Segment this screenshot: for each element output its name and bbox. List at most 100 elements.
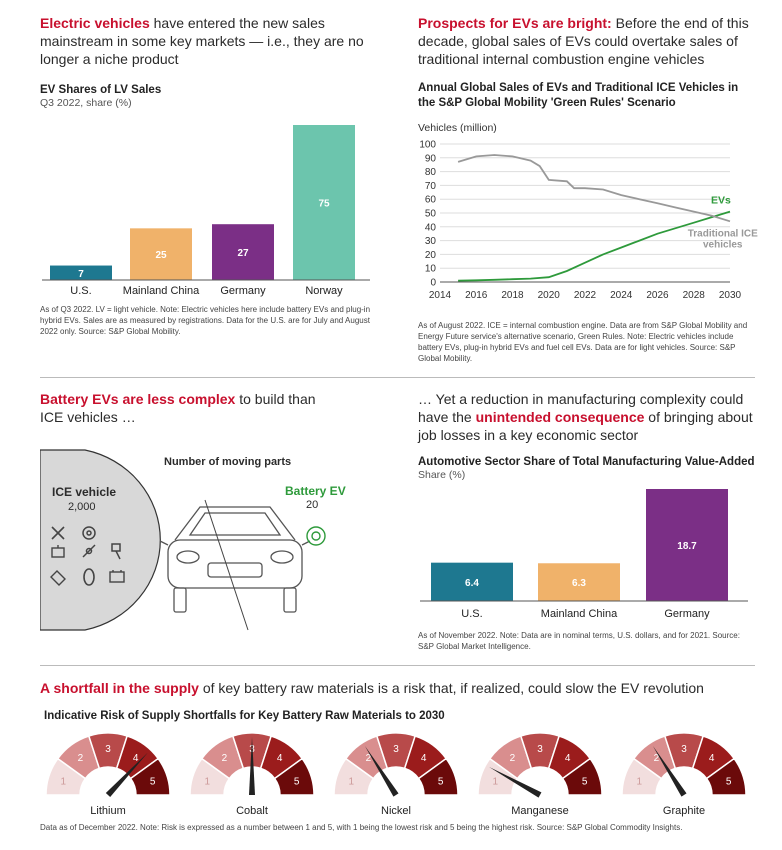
turbo-icon — [82, 526, 96, 540]
gauge-needle — [364, 746, 399, 797]
note-ev-shares: As of Q3 2022. LV = light vehicle. Note:… — [40, 305, 371, 336]
gauge-needle — [105, 752, 148, 798]
gauge-segment — [561, 757, 603, 796]
gauge-label: Manganese — [511, 805, 569, 817]
gauge-scale-label: 4 — [709, 753, 715, 764]
y-tick-label: 20 — [425, 250, 437, 261]
bar — [431, 562, 513, 601]
note-global-sales: As of August 2022. ICE = internal combus… — [418, 321, 748, 363]
bar — [538, 563, 620, 601]
bar-value-label: 75 — [318, 199, 330, 210]
y-tick-label: 60 — [425, 195, 437, 206]
x-tick-label: 2016 — [465, 290, 488, 301]
ev-shares-bar-chart: 7 U.S. 25 Mainland China 27 Germany 75 Norway — [42, 125, 370, 297]
bar — [130, 228, 192, 280]
chart-title-global-sales: Annual Global Sales of EVs and Tradition… — [418, 82, 739, 109]
note-manufacturing: As of November 2022. Note: Data are in n… — [418, 631, 740, 651]
bar-value-label: 25 — [155, 250, 167, 261]
bar-value-label: 7 — [78, 269, 84, 280]
x-tick-label: 2026 — [646, 290, 669, 301]
y-tick-label: 10 — [425, 264, 437, 275]
global-sales-line-chart: Vehicles (million)0102030405060708090100… — [418, 122, 758, 301]
gauge-scale-label: 3 — [537, 744, 543, 755]
gauge-segment — [273, 757, 315, 796]
headline-job-losses: … Yet a reduction in manufacturing compl… — [418, 390, 763, 444]
headline-text: to build than ICE vehicles … — [40, 391, 316, 425]
headline-text: of bringing about job losses in a key ec… — [418, 409, 753, 443]
gauge-scale-label: 1 — [205, 776, 211, 787]
gauge-label: Cobalt — [236, 805, 268, 817]
headline-battery-complexity: Battery EVs are less complex to build th… — [40, 390, 320, 426]
bar-value-label: 6.4 — [465, 578, 479, 589]
gauge-scale-label: 4 — [277, 753, 283, 764]
supply-risk-gauges: 1 2 3 4 5 Lithium 1 2 3 4 5 Cobalt 1 2 3 4 5 Nickel 1 2 3 4 5 M… — [45, 732, 747, 817]
gauge-scale-label: 3 — [393, 744, 399, 755]
y-tick-label: 90 — [425, 153, 437, 164]
x-tick-label: 2014 — [429, 290, 452, 301]
category-label: Germany — [664, 608, 710, 620]
bar — [646, 489, 728, 601]
gauge-label: Graphite — [663, 805, 705, 817]
gauge-scale-label: 1 — [637, 776, 643, 787]
y-tick-label: 40 — [425, 222, 437, 233]
headline-supply-shortfall: A shortfall in the supply of key battery… — [40, 679, 760, 697]
x-tick-label: 2024 — [610, 290, 633, 301]
ice-vehicle-value: 2,000 — [68, 501, 96, 513]
ice-sales-line — [457, 154, 731, 223]
car-split-line — [204, 499, 249, 631]
car-front-icon — [159, 506, 311, 613]
gauge-scale-label: 2 — [222, 753, 228, 764]
legend-label-ice-line2: vehicles — [703, 240, 743, 251]
bar-value-label: 27 — [237, 248, 249, 259]
manufacturing-bar-chart: 6.4 U.S. 6.3 Mainland China 18.7 Germany — [420, 489, 748, 620]
gauge-scale-label: 4 — [565, 753, 571, 764]
gauge-scale-label: 3 — [105, 744, 111, 755]
piston-icon — [111, 543, 121, 560]
ice-vehicle-label: ICE vehicle — [52, 485, 117, 499]
chart-subtitle-ev-shares: Q3 2022, share (%) — [40, 97, 132, 109]
x-tick-label: 2028 — [683, 290, 706, 301]
gauge-segment — [705, 757, 747, 796]
gauge-scale-label: 5 — [582, 776, 588, 787]
category-label: Mainland China — [123, 285, 200, 297]
x-tick-label: 2030 — [719, 290, 742, 301]
headline-ev-mainstream: Electric vehicles have entered the new s… — [40, 14, 380, 68]
y-tick-label: 100 — [419, 140, 436, 151]
gauge-label: Nickel — [381, 805, 411, 817]
category-label: Mainland China — [541, 608, 618, 620]
spark-plug-icon — [82, 544, 96, 558]
oil-can-icon — [50, 570, 66, 586]
category-label: Norway — [305, 285, 343, 297]
gauge-segment — [417, 757, 459, 796]
headline-text: Before the end of this decade, global sa… — [418, 15, 749, 67]
headline-text: of key battery raw materials is a risk t… — [198, 680, 704, 696]
ev-sales-line — [458, 210, 731, 282]
y-tick-label: 30 — [425, 236, 437, 247]
x-tick-label: 2018 — [501, 290, 524, 301]
engine-icon — [51, 545, 65, 558]
y-tick-label: 0 — [430, 278, 436, 289]
gauge-scale-label: 5 — [150, 776, 156, 787]
gauge-scale-label: 1 — [493, 776, 499, 787]
headline-text-pre: … Yet a reduction in manufacturing compl… — [418, 391, 744, 425]
chart-subtitle-manufacturing: Share (%) — [418, 469, 466, 481]
category-label: Germany — [220, 285, 266, 297]
chart-title-ev-shares: EV Shares of LV Sales — [40, 84, 162, 96]
gauge-segment — [129, 757, 171, 796]
battery-icon — [109, 570, 125, 583]
divider — [40, 377, 755, 378]
gauge-scale-label: 1 — [61, 776, 67, 787]
gauge-scale-label: 2 — [654, 753, 660, 764]
parts-title: Number of moving parts — [164, 456, 292, 468]
gauge-label: Lithium — [90, 805, 125, 817]
battery-ev-value: 20 — [306, 499, 319, 511]
note-supply-risk: Data as of December 2022. Note: Risk is … — [40, 823, 683, 832]
legend-label-ice-line1: Traditional ICE — [688, 228, 758, 239]
chart-title-supply-risk: Indicative Risk of Supply Shortfalls for… — [44, 710, 445, 722]
gauge-scale-label: 1 — [349, 776, 355, 787]
gauge-scale-label: 3 — [681, 744, 687, 755]
bar — [212, 224, 274, 280]
gauge-scale-label: 5 — [294, 776, 300, 787]
x-tick-label: 2020 — [538, 290, 561, 301]
y-tick-label: 50 — [425, 209, 437, 220]
